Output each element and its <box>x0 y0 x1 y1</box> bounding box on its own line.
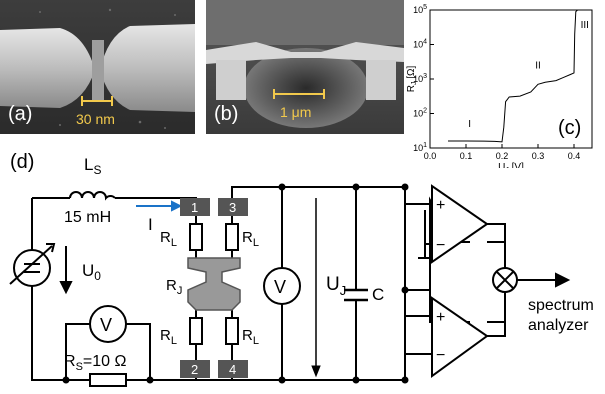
rl-label-1: RL <box>160 229 177 249</box>
voltage-source <box>9 243 73 295</box>
region-label-3: III <box>581 20 589 31</box>
shunt-resistor <box>89 373 127 387</box>
output-label-line2: analyzer <box>528 317 589 334</box>
pad-3: 3 <box>229 200 236 215</box>
amp-bottom-plus: + <box>436 309 445 326</box>
rl-label-4: RL <box>242 327 259 347</box>
right-electrode <box>100 24 195 112</box>
rl-label-3: RL <box>160 327 177 347</box>
panel-label-c: (c) <box>558 117 581 139</box>
region-label-1: I <box>468 119 471 130</box>
region-label-2: II <box>535 61 541 72</box>
y-tick-label: 104 <box>413 39 427 50</box>
inductor <box>69 191 116 201</box>
amp-top-plus: + <box>436 197 445 214</box>
panel-b-sem-image: 1 μm (b) <box>206 0 404 134</box>
shunt-label: RS=10 Ω <box>64 353 126 373</box>
suspended-bridge <box>206 42 404 64</box>
chart-axes: 0.0 0.1 0.2 0.3 0.4 101 102 103 104 105 UJ [V] RJ [… <box>406 4 593 168</box>
scale-label-a: 30 nm <box>76 111 115 127</box>
panel-label-a: (a) <box>8 103 32 125</box>
amplifier-top-body <box>431 184 489 264</box>
x-tick-label: 0.4 <box>568 151 581 161</box>
current-label: I <box>148 215 153 234</box>
pad-2: 2 <box>191 362 198 377</box>
junction-voltage-label: UJ <box>326 274 346 298</box>
rl-label-2: RL <box>242 229 259 249</box>
output-arrow <box>555 272 571 288</box>
capacitor <box>344 288 368 302</box>
x-tick-label: 0.0 <box>424 151 437 161</box>
contact-pads <box>180 198 248 378</box>
scale-label-b: 1 μm <box>280 104 311 120</box>
left-electrode <box>0 28 95 108</box>
amp-bottom-minus: − <box>436 347 445 364</box>
x-tick-label: 0.2 <box>496 151 509 161</box>
inductor-label: LS <box>84 155 101 177</box>
x-axis-label: UJ [V] <box>498 162 524 168</box>
panel-a-sem-image: 30 nm (a) <box>0 0 195 134</box>
etched-pit <box>244 48 368 128</box>
panel-c-chart: 0.0 0.1 0.2 0.3 0.4 101 102 103 104 105 UJ [V] RJ [… <box>404 0 605 168</box>
voltmeter-junction <box>263 267 301 305</box>
voltmeter-shunt <box>89 305 127 343</box>
voltmeter-symbol-right: V <box>274 277 286 297</box>
panel-label-d: (d) <box>10 151 34 173</box>
pad-1: 1 <box>191 200 198 215</box>
voltmeter-symbol-left: V <box>100 315 112 335</box>
source-label: U0 <box>82 261 101 283</box>
inductor-value: 15 mH <box>64 209 111 226</box>
series-line <box>448 9 578 143</box>
current-arrow <box>136 200 183 212</box>
y-axis-label: RJ [Ω] <box>406 66 418 93</box>
nano-bridge <box>92 40 104 100</box>
junction-dots <box>62 183 409 384</box>
panel-label-b: (b) <box>214 103 238 125</box>
junction-label: RJ <box>166 277 182 297</box>
y-tick-label: 103 <box>413 73 427 84</box>
amplifier-bottom-body <box>431 296 489 378</box>
y-tick-label: 102 <box>413 108 427 119</box>
pad-4: 4 <box>229 362 236 377</box>
y-tick-label: 101 <box>413 142 427 153</box>
y-tick-label: 105 <box>413 4 427 15</box>
panel-d-circuit: (d) <box>0 140 605 394</box>
amp-top-minus: − <box>436 237 445 254</box>
multiplier-icon <box>492 267 518 293</box>
output-label-line1: spectrum <box>528 297 594 314</box>
capacitor-label: C <box>372 285 384 304</box>
x-tick-label: 0.3 <box>532 151 545 161</box>
x-tick-label: 0.1 <box>460 151 473 161</box>
junction-bridge <box>187 257 241 311</box>
junction-voltage-arrow <box>311 198 321 378</box>
lead-resistors <box>189 216 239 360</box>
